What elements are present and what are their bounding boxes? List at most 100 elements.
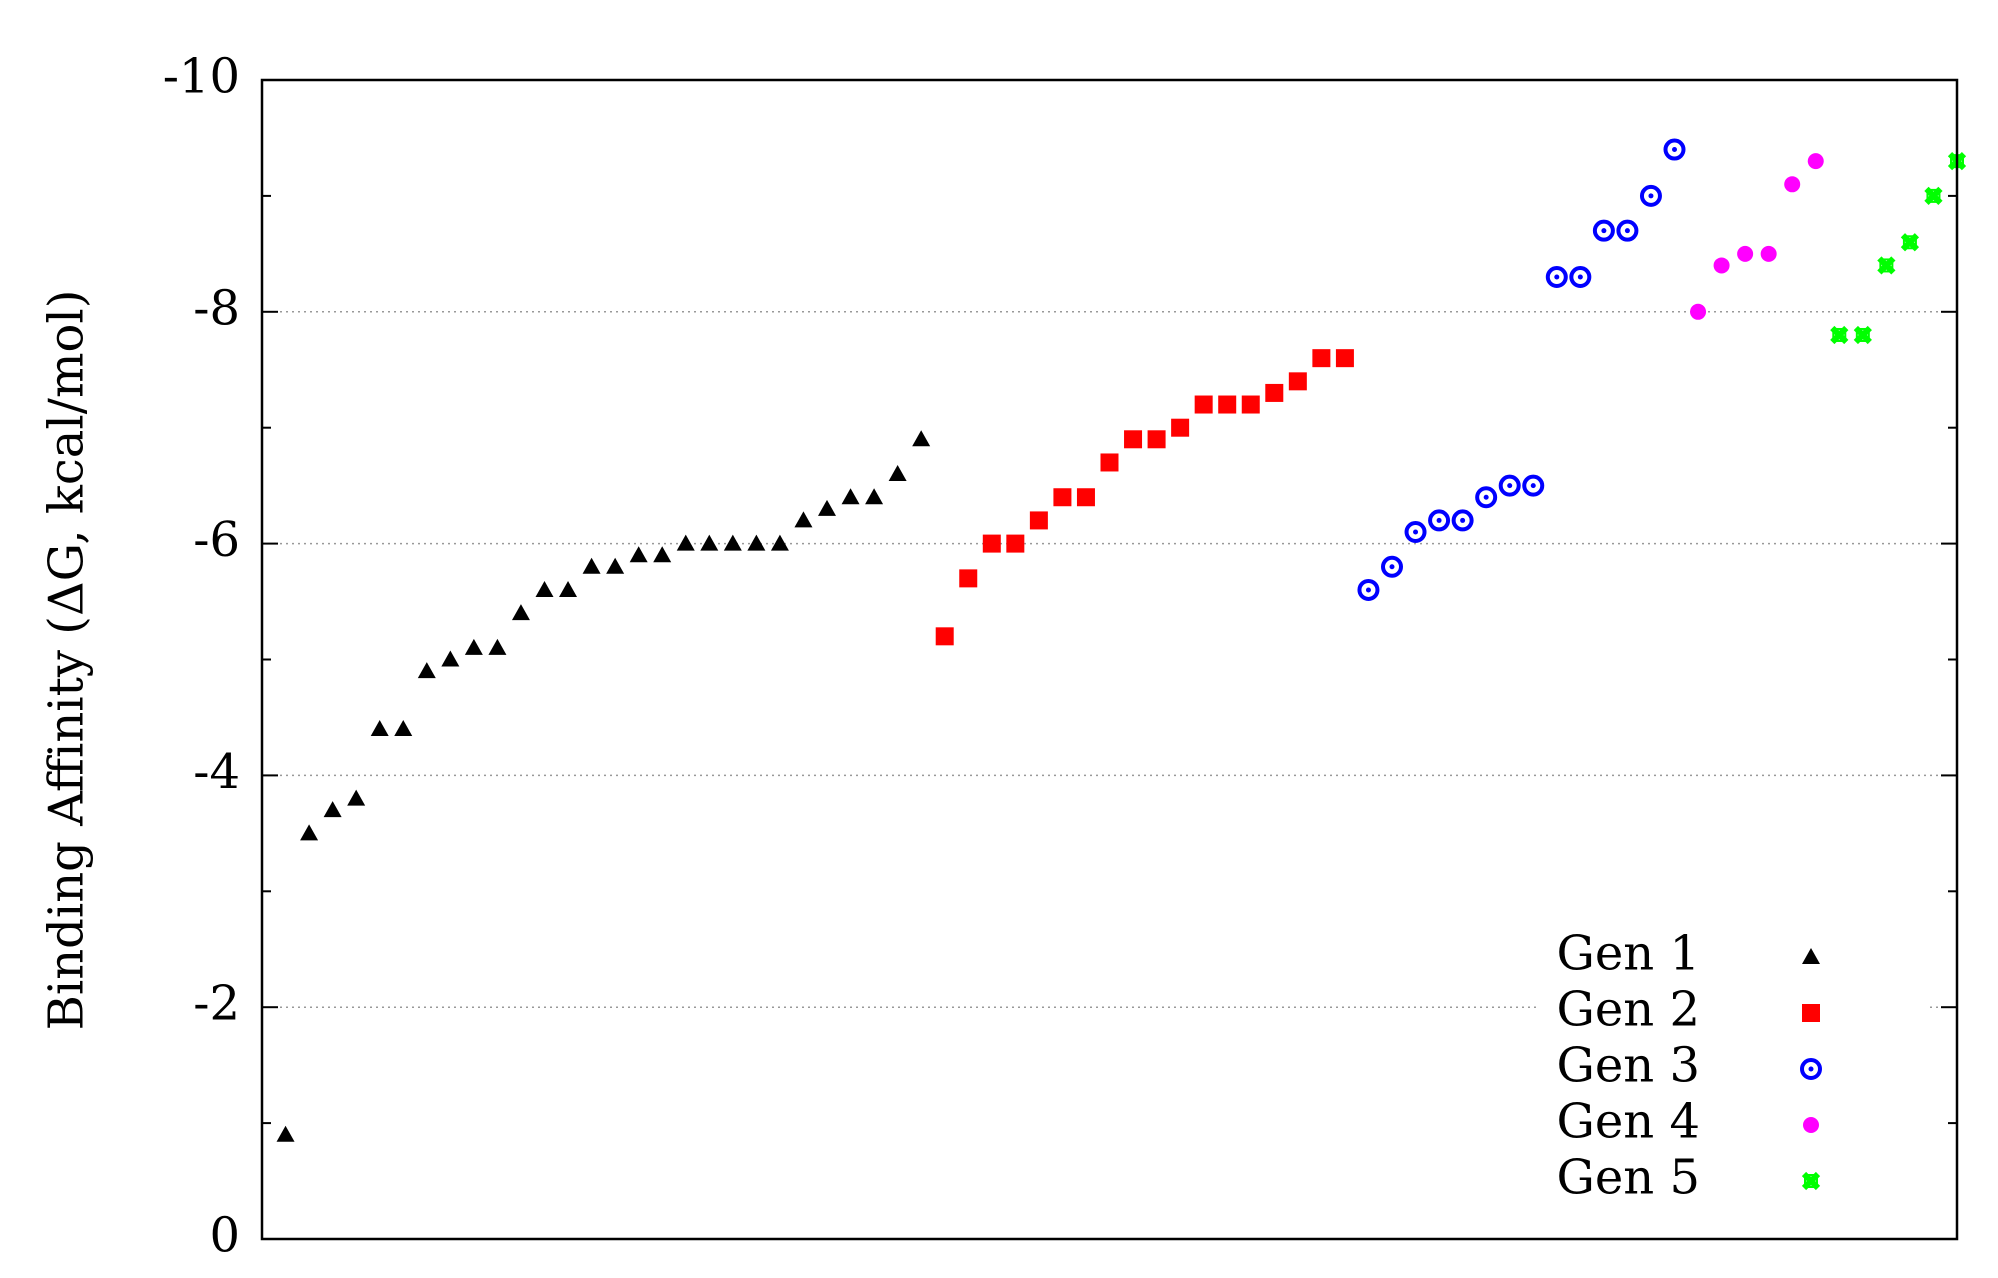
point [370, 720, 389, 737]
point-ring [1800, 1058, 1822, 1080]
point-box [1804, 1174, 1818, 1188]
point [888, 465, 907, 482]
point [865, 488, 884, 505]
point-dot [1483, 494, 1489, 500]
point-box [1879, 258, 1894, 273]
point [1194, 395, 1213, 414]
point [1100, 453, 1119, 472]
point [1076, 488, 1095, 507]
point [1713, 257, 1730, 274]
point [747, 534, 766, 551]
point [982, 534, 1001, 553]
point-ring [1381, 555, 1403, 578]
point [935, 627, 954, 646]
point-dot [1365, 587, 1371, 593]
y-tick-label: -6 [193, 512, 240, 568]
point [1853, 325, 1872, 345]
point [959, 569, 978, 588]
point [1147, 430, 1166, 449]
point [1218, 395, 1237, 414]
point [1171, 418, 1190, 437]
point [582, 557, 601, 574]
point [1029, 511, 1048, 530]
point [653, 546, 672, 563]
point [629, 546, 648, 563]
point-cross [1853, 325, 1872, 345]
point-dot [1672, 147, 1677, 153]
point [394, 720, 413, 737]
y-tick-label: -10 [163, 49, 240, 105]
plot-frame [260, 78, 1959, 1241]
point [1830, 325, 1849, 345]
point [794, 511, 813, 528]
point-ring [1639, 184, 1662, 207]
y-tick-label: 0 [209, 1208, 240, 1264]
point-box [1926, 188, 1941, 203]
point [723, 534, 742, 551]
point [1737, 245, 1754, 262]
point [1335, 349, 1354, 368]
point [276, 1125, 295, 1142]
point-ring [1545, 266, 1568, 289]
point-cross [1877, 256, 1896, 275]
point-dot [1436, 517, 1442, 523]
point [1807, 153, 1824, 170]
point-dot [1507, 483, 1513, 489]
point [1690, 303, 1707, 320]
point-ring [1404, 521, 1427, 544]
point [1592, 219, 1615, 242]
point [1053, 488, 1072, 507]
point [1802, 948, 1820, 964]
point-dot [1624, 228, 1630, 234]
point-cross [1801, 1171, 1821, 1191]
y-tick-label: -8 [193, 280, 240, 336]
point [323, 801, 342, 818]
point [676, 534, 695, 551]
point [1475, 486, 1498, 509]
point [1006, 534, 1025, 553]
point-cross [1830, 325, 1849, 345]
point [1498, 474, 1521, 497]
point [347, 789, 366, 806]
point-dot [1530, 483, 1536, 489]
point-dot [1648, 193, 1654, 199]
point [841, 488, 860, 505]
point [1381, 555, 1403, 578]
point-dot [1601, 228, 1607, 234]
point [1522, 474, 1545, 497]
point-ring [1357, 578, 1380, 601]
point [1639, 184, 1662, 207]
point-ring [1498, 474, 1521, 497]
point [417, 662, 436, 679]
legend-label: Gen 3 [1557, 1038, 1700, 1094]
point [511, 604, 530, 621]
point [1288, 372, 1307, 391]
legend-label: Gen 5 [1557, 1150, 1700, 1206]
point [464, 638, 483, 655]
point [1428, 509, 1451, 532]
point-box [1832, 327, 1847, 342]
point [912, 430, 931, 447]
point [559, 580, 578, 597]
point-dot [1460, 517, 1466, 523]
point [818, 499, 836, 516]
legend-label: Gen 4 [1557, 1094, 1700, 1150]
point [1663, 138, 1686, 161]
point-ring [1569, 266, 1592, 289]
point [1569, 266, 1592, 289]
point [1404, 521, 1427, 544]
point-ring [1616, 219, 1639, 242]
point [606, 557, 625, 574]
point [1877, 256, 1896, 275]
point [1357, 578, 1380, 601]
point [300, 824, 319, 841]
point [1124, 430, 1143, 449]
point [1312, 349, 1331, 368]
point-ring [1475, 486, 1498, 509]
point [1900, 233, 1920, 252]
point-cross [1924, 186, 1943, 206]
point [1241, 395, 1260, 414]
point [1784, 176, 1801, 193]
point [1265, 383, 1284, 402]
